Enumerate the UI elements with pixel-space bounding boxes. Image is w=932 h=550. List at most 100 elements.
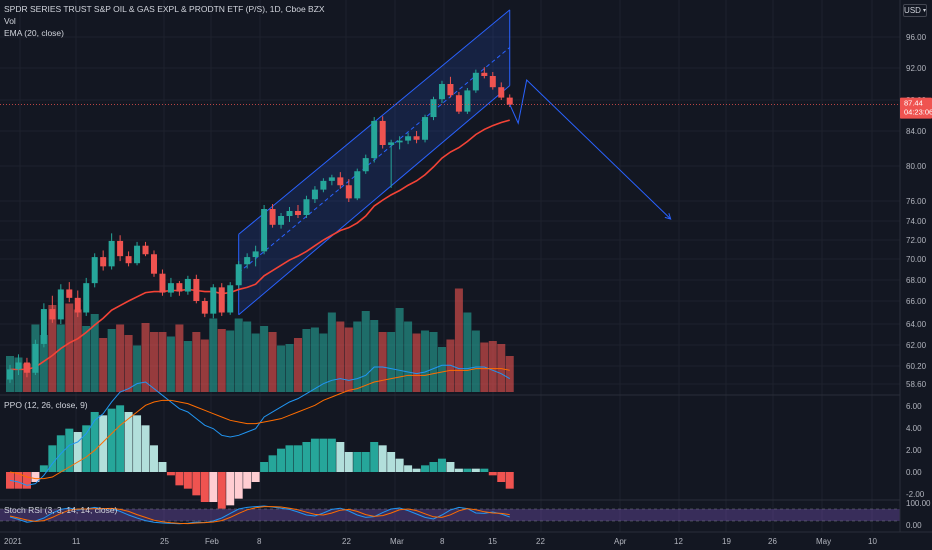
candle-body — [320, 180, 327, 190]
ppo-histogram-bar — [183, 472, 192, 489]
candle-body — [74, 297, 81, 313]
candle-body — [201, 301, 208, 314]
stoch-legend[interactable]: Stoch RSI (3, 3, 14, 14, close) — [4, 505, 118, 515]
volume-bar — [505, 356, 514, 392]
ppo-histogram-bar — [209, 472, 218, 503]
candle-body — [294, 211, 301, 215]
volume-bar — [488, 341, 497, 392]
candle-body — [244, 257, 251, 265]
channel-lower-line — [238, 85, 511, 316]
candle-body — [328, 177, 335, 181]
ppo-histogram-bar — [285, 445, 294, 472]
ppo-histogram-bar — [166, 472, 175, 476]
stoch-d-line — [9, 506, 510, 525]
ppo-histogram-bar — [421, 465, 430, 472]
volume-bar — [65, 303, 74, 392]
candle-body — [354, 171, 361, 199]
ema-polyline — [10, 119, 510, 371]
time-tick-label: 25 — [160, 537, 169, 546]
ppo-histogram-bar — [429, 461, 438, 472]
time-tick-label: 2021 — [4, 537, 22, 546]
volume-bar — [56, 324, 65, 392]
ppo-histogram-bar — [310, 438, 319, 472]
price-tick-label: 70.00 — [906, 255, 927, 264]
candle-body — [15, 362, 22, 370]
candle-body — [278, 216, 285, 225]
candle-body — [379, 120, 386, 145]
ppo-histogram-bar — [471, 468, 480, 472]
ppo-histogram-bar — [395, 458, 404, 472]
volume-bar — [149, 332, 158, 392]
ppo-histogram-bar — [175, 472, 184, 486]
ppo-signal-line — [9, 368, 510, 480]
volume-bar — [260, 326, 269, 392]
stoch-k-line — [9, 505, 510, 525]
ppo-histogram-bar — [90, 411, 99, 472]
ema-legend[interactable]: EMA (20, close) — [4, 28, 64, 38]
ppo-histogram-bar — [437, 458, 446, 472]
time-tick-label: 11 — [72, 537, 81, 546]
candle-body — [252, 251, 259, 258]
candle-body — [269, 209, 276, 225]
volume-bar — [302, 329, 311, 392]
ppo-histogram-bar — [353, 451, 362, 472]
candle-body — [345, 185, 352, 199]
arrow-head-icon — [664, 213, 672, 220]
volume-bar — [378, 332, 387, 392]
candle-body — [498, 87, 505, 98]
volume-bar — [370, 320, 379, 392]
candle-body — [40, 309, 47, 344]
candle-body — [32, 343, 39, 373]
candle-body — [447, 84, 454, 96]
candle-body — [108, 240, 115, 267]
ppo-histogram-bar — [277, 448, 286, 472]
volume-bar — [463, 312, 472, 392]
ppo-histogram-bar — [226, 472, 235, 506]
time-tick-label: 22 — [536, 537, 545, 546]
volume-bar — [327, 312, 336, 392]
ppo-histogram-bar — [133, 415, 142, 472]
ppo-histogram-bar — [99, 415, 108, 472]
ppo-histogram-bar — [48, 445, 57, 472]
candle-body — [438, 84, 445, 100]
candle-body — [49, 309, 56, 320]
price-tick-label: 80.00 — [906, 162, 927, 171]
ppo-tick-label: 6.00 — [906, 402, 922, 411]
countdown-value: 04:23:06 — [904, 108, 932, 117]
candle-body — [430, 99, 437, 118]
currency-selector[interactable]: USD ▾ — [903, 4, 927, 17]
vol-legend[interactable]: Vol — [4, 16, 16, 26]
ppo-histogram-bar — [480, 468, 489, 472]
volume-bar — [209, 318, 218, 392]
ppo-histogram-bar — [370, 441, 379, 472]
volume-bar — [234, 318, 243, 392]
candle-body — [337, 177, 344, 186]
ppo-histogram-bar — [158, 461, 167, 472]
volume-bar — [277, 345, 286, 392]
stoch-tick-label: 100.00 — [906, 499, 931, 508]
candle-body — [388, 142, 395, 145]
volume-bar — [353, 321, 362, 392]
projection-path[interactable] — [509, 79, 672, 220]
candle-body — [142, 245, 149, 255]
symbol-title[interactable]: SPDR SERIES TRUST S&P OIL & GAS EXPL & P… — [4, 4, 325, 14]
volume-bar — [454, 288, 463, 392]
volume-bar — [497, 344, 506, 392]
volume-bar — [251, 333, 260, 392]
ppo-legend[interactable]: PPO (12, 26, close, 9) — [4, 400, 88, 410]
ppo-tick-label: 0.00 — [906, 468, 922, 477]
ppo-histogram-bar — [200, 472, 209, 503]
candle-body — [184, 278, 191, 292]
volume-bar — [22, 363, 31, 392]
volume-bar — [217, 329, 226, 392]
volume-bar — [471, 330, 480, 392]
ppo-histogram-bar — [116, 405, 125, 472]
volume-bar — [82, 326, 91, 392]
ppo-pane — [6, 364, 514, 509]
time-tick-label: 15 — [488, 537, 497, 546]
volume-bar — [116, 324, 125, 392]
ppo-histogram-bar — [454, 468, 463, 472]
last-price-value: 87.44 — [904, 99, 923, 108]
volume-bar — [183, 341, 192, 392]
